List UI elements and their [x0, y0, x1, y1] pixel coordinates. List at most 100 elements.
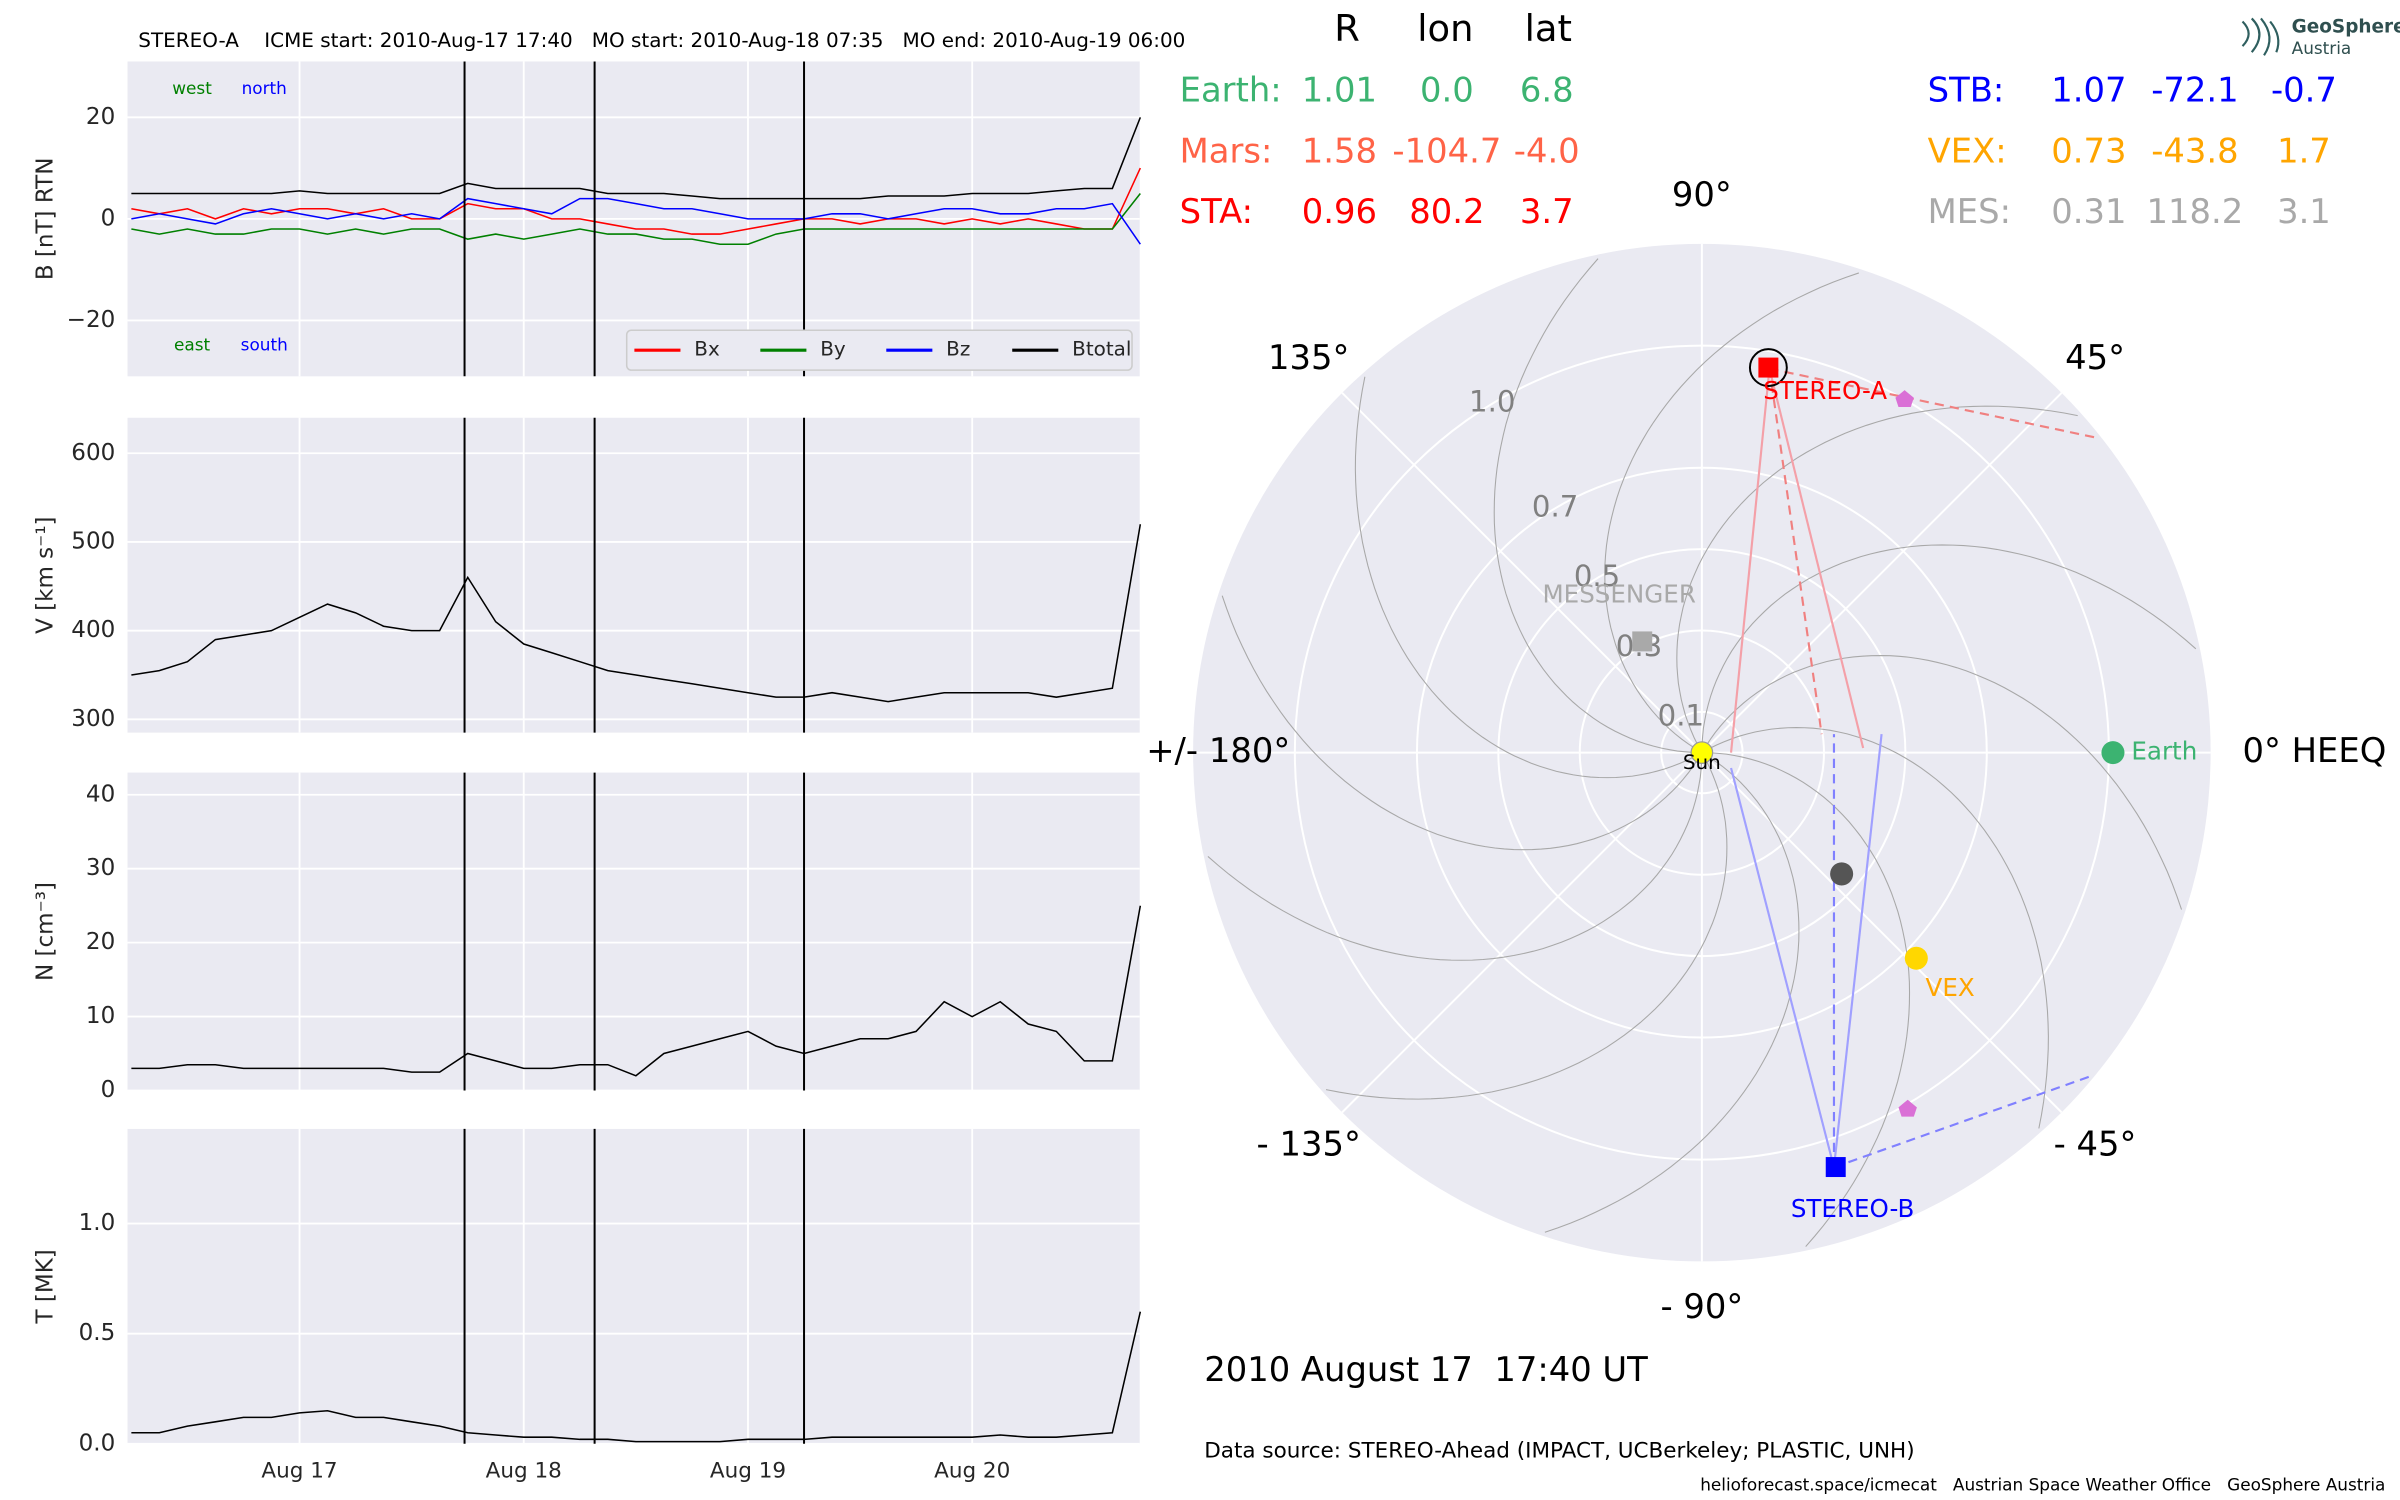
table-value: 118.2 — [2147, 192, 2244, 231]
y-tick-label: 20 — [86, 104, 115, 130]
annotation: west — [172, 78, 212, 98]
parker-spiral — [1708, 727, 2049, 1129]
pentagon-marker — [1895, 390, 1914, 408]
table-name: MES: — [1928, 192, 2011, 231]
parker-spiral — [1544, 756, 1800, 1233]
body-marker — [1632, 631, 1653, 652]
field-line — [1832, 734, 1883, 1168]
table-value: 1.7 — [2277, 131, 2331, 170]
series-line — [131, 1311, 1142, 1443]
body-label: VEX — [1926, 973, 1975, 1002]
panel: 0 10 20 30 40 N [cm⁻³] — [33, 772, 1142, 1103]
panel: −20 0 20 B [nT] RTN STEREO-A ICME start: 201… — [33, 28, 1185, 377]
y-tick-label: 1.0 — [79, 1210, 116, 1236]
parker-spiral — [1493, 258, 1694, 753]
panel: 300 400 500 600 V [km s⁻¹] — [33, 417, 1142, 733]
plot-area — [127, 772, 1140, 1091]
legend-label: Bx — [694, 337, 720, 361]
table-value: -104.7 — [1392, 131, 1501, 170]
field-line — [1769, 367, 2097, 439]
r-tick-label: 0.7 — [1532, 489, 1578, 523]
r-tick-label: 1.0 — [1469, 385, 1515, 419]
annotation: east — [174, 335, 211, 355]
theta-tick-label: - 45° — [2054, 1124, 2137, 1163]
table-value: 0.0 — [1420, 71, 1474, 110]
table-name: STB: — [1928, 71, 2005, 110]
field-line — [1768, 368, 1823, 735]
table-value: -0.7 — [2271, 71, 2337, 110]
table-value: 80.2 — [1409, 192, 1484, 231]
y-tick-label: 20 — [86, 929, 115, 955]
y-axis-label: T [MK] — [33, 1249, 59, 1324]
table-name: VEX: — [1928, 131, 2007, 170]
x-tick-label: Aug 18 — [486, 1458, 562, 1483]
theta-tick-label: - 135° — [1257, 1124, 1361, 1163]
y-tick-label: 400 — [71, 617, 115, 643]
table-value: -43.8 — [2151, 131, 2238, 170]
y-axis-label: N [cm⁻³] — [33, 882, 59, 981]
y-tick-label: 30 — [86, 855, 115, 881]
annotation: north — [242, 78, 287, 98]
table-value: 1.58 — [1302, 131, 1377, 170]
plot-area — [127, 417, 1140, 733]
logo-text: Austria — [2292, 38, 2352, 58]
legend-label: By — [820, 337, 846, 361]
theta-tick-label: 0° HEEQ — [2243, 731, 2387, 770]
parker-spiral — [1701, 544, 2197, 745]
theta-tick-label: - 90° — [1660, 1287, 1743, 1326]
body-label: MESSENGER — [1542, 579, 1695, 608]
data-source: Data source: STEREO-Ahead (IMPACT, UCBer… — [1204, 1438, 1914, 1463]
theta-tick-label: 45° — [2065, 338, 2125, 377]
panel: 0.0 0.5 1.0 Aug 17 Aug 18 Aug 19 Aug 20 T [MK] — [33, 1128, 1142, 1483]
body-marker — [1904, 946, 1928, 970]
x-tick-label: Aug 19 — [710, 1458, 786, 1483]
table-name: Earth: — [1180, 71, 1282, 110]
y-tick-label: −20 — [67, 307, 116, 333]
plot-area — [127, 1128, 1140, 1444]
body-label: STEREO-B — [1791, 1194, 1915, 1223]
theta-grid — [1701, 392, 2063, 754]
sun-label: Sun — [1683, 750, 1721, 774]
theta-grid — [1341, 751, 1703, 1114]
x-tick-label: Aug 20 — [934, 1458, 1010, 1483]
y-tick-label: 0 — [101, 205, 116, 231]
y-tick-label: 500 — [71, 528, 115, 554]
parker-spiral — [1709, 752, 1911, 1247]
table-value: 0.31 — [2051, 192, 2126, 231]
series-line — [131, 117, 1142, 200]
field-line — [1768, 368, 1865, 749]
date: 2010 August 17 17:40 UT — [1204, 1350, 1648, 1389]
table-value: 0.73 — [2051, 131, 2126, 170]
body-marker — [1758, 357, 1779, 378]
table-value: -72.1 — [2151, 71, 2238, 110]
series-line — [131, 197, 1141, 245]
table-value: 3.7 — [1520, 192, 1574, 231]
chart-title: STEREO-A ICME start: 2010-Aug-17 17:40 M… — [138, 28, 1185, 52]
y-tick-label: 40 — [86, 781, 115, 807]
parker-spiral — [1325, 759, 1728, 1100]
table-header: lon — [1417, 7, 1473, 50]
y-axis-label: B [nT] RTN — [33, 158, 59, 281]
body-marker — [1825, 1157, 1846, 1178]
series-line — [131, 905, 1142, 1077]
marker — [1830, 862, 1854, 886]
theta-tick-label: 135° — [1268, 338, 1349, 377]
table-value: 0.96 — [1302, 192, 1377, 231]
marker-ring — [1748, 348, 1788, 387]
footer: helioforecast.space/icmecat Austrian Spa… — [1700, 1474, 2385, 1494]
y-axis-label: V [km s⁻¹] — [33, 516, 59, 633]
table-header: lat — [1525, 7, 1572, 50]
table-value: 1.01 — [1302, 71, 1377, 110]
legend-label: Bz — [946, 337, 970, 361]
logo-text: GeoSphere — [2292, 17, 2400, 38]
series-line — [131, 524, 1142, 703]
series-line — [131, 193, 1141, 245]
r-tick-label: 0.5 — [1574, 559, 1620, 593]
sun — [1690, 741, 1714, 764]
table-name: STA: — [1180, 192, 1253, 231]
y-tick-label: 0.0 — [79, 1430, 116, 1456]
pentagon-marker — [1898, 1099, 1917, 1117]
table-header: R — [1334, 7, 1360, 50]
